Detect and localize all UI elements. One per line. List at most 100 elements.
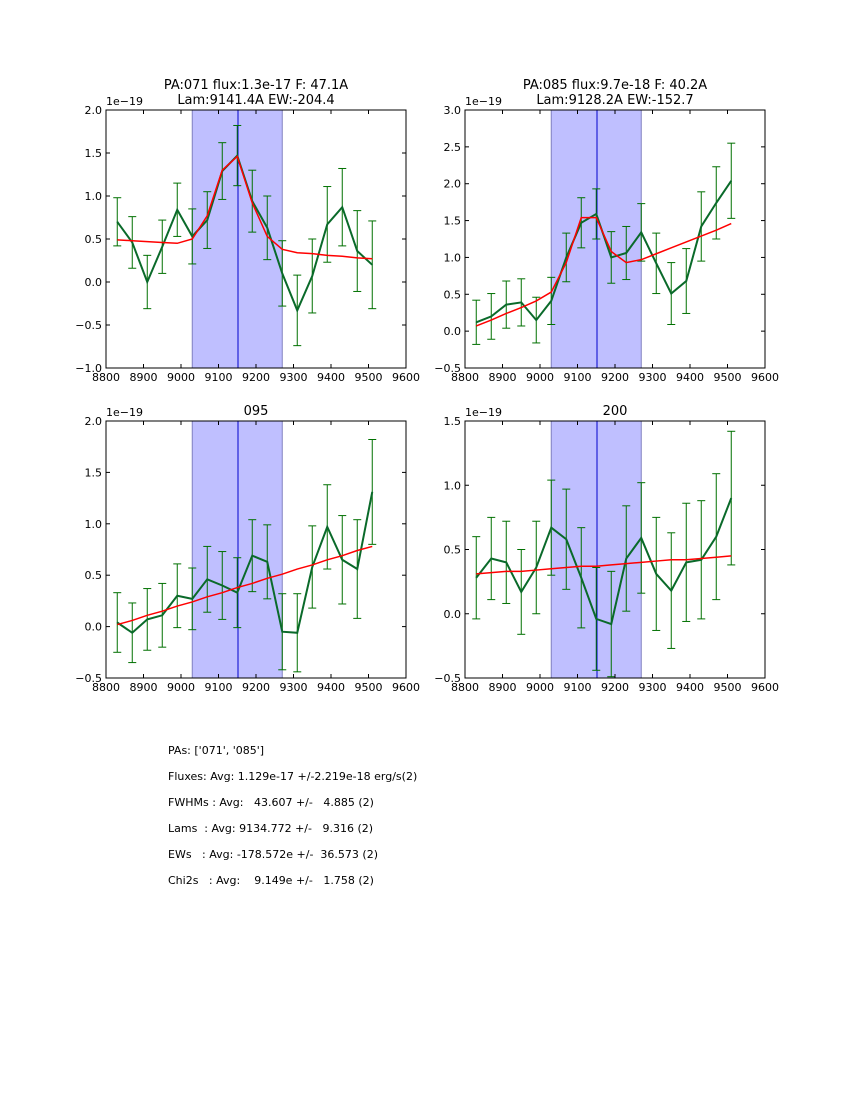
data-point bbox=[535, 566, 537, 568]
model-series-line bbox=[476, 555, 732, 575]
data-point bbox=[341, 559, 343, 561]
x-tick-label: 8900 bbox=[130, 681, 158, 694]
chart-panel-3: 8800 8900 9000 9100 9200 9300 9400 9500 9600 −0.5… bbox=[75, 404, 420, 694]
y-tick-label: −1.0 bbox=[75, 362, 102, 375]
y-tick-label: 0.0 bbox=[444, 325, 462, 338]
data-point bbox=[371, 264, 373, 266]
data-point bbox=[730, 180, 732, 182]
data-point bbox=[475, 577, 477, 579]
x-tick-label: 9000 bbox=[167, 371, 195, 384]
x-tick-label: 9400 bbox=[317, 371, 345, 384]
y-tick-label: 2.0 bbox=[85, 415, 103, 428]
data-point bbox=[610, 256, 612, 258]
y-tick-label: 1.0 bbox=[85, 518, 103, 531]
y-tick-label: −0.5 bbox=[75, 319, 102, 332]
y-tick-label: 0.5 bbox=[444, 288, 462, 301]
data-point bbox=[655, 262, 657, 264]
plot-area bbox=[472, 421, 736, 678]
x-tick-label: 9300 bbox=[639, 681, 667, 694]
x-tick-label: 9500 bbox=[355, 371, 383, 384]
figure: 8800 8900 9000 9100 9200 9300 9400 9500 9600 −1.0… bbox=[75, 78, 779, 694]
summary-lams: Lams : Avg: 9134.772 +/- 9.316 (2) bbox=[168, 822, 374, 835]
x-tick-label: 9200 bbox=[601, 371, 629, 384]
x-tick-label: 9100 bbox=[564, 681, 592, 694]
x-tick-label: 9600 bbox=[392, 681, 420, 694]
model-series-line bbox=[117, 545, 373, 626]
data-point bbox=[161, 246, 163, 248]
chart-panel-1: 8800 8900 9000 9100 9200 9300 9400 9500 9600 −1.0… bbox=[75, 78, 420, 384]
data-point bbox=[595, 618, 597, 620]
data-point bbox=[655, 573, 657, 575]
model-series-line bbox=[475, 216, 732, 327]
x-tick-label: 9600 bbox=[751, 371, 779, 384]
data-point bbox=[670, 590, 672, 592]
data-point bbox=[281, 272, 283, 274]
summary-pas: PAs: ['071', '085'] bbox=[168, 744, 265, 757]
y-tick-label: 1.0 bbox=[444, 251, 462, 264]
data-point bbox=[131, 632, 133, 634]
data-point bbox=[565, 256, 567, 258]
model-series-line bbox=[117, 155, 373, 260]
y-tick-label: −0.5 bbox=[434, 362, 461, 375]
data-point bbox=[131, 241, 133, 243]
data-point bbox=[251, 555, 253, 557]
y-tick-label: 2.0 bbox=[444, 178, 462, 191]
x-tick-label: 9300 bbox=[639, 371, 667, 384]
x-tick-label: 9500 bbox=[355, 681, 383, 694]
y-tick-label: 0.5 bbox=[444, 544, 462, 557]
data-point bbox=[700, 225, 702, 227]
plot-area bbox=[472, 110, 736, 368]
x-tick-label: 8800 bbox=[92, 371, 120, 384]
x-tick-label: 8800 bbox=[451, 371, 479, 384]
summary-ews: EWs : Avg: -178.572e +/- 36.573 (2) bbox=[168, 848, 378, 861]
y-tick-label: 1.0 bbox=[444, 479, 462, 492]
data-point bbox=[715, 202, 717, 204]
data-point bbox=[610, 623, 612, 625]
x-tick-label: 8900 bbox=[489, 681, 517, 694]
x-tick-label: 8800 bbox=[92, 681, 120, 694]
data-point bbox=[296, 309, 298, 311]
y-tick-label: −0.5 bbox=[75, 672, 102, 685]
data-point bbox=[490, 557, 492, 559]
y-tick-label: 0.0 bbox=[444, 608, 462, 621]
data-point bbox=[206, 578, 208, 580]
data-point bbox=[356, 568, 358, 570]
y-tick-label: 1.5 bbox=[85, 147, 103, 160]
data-point bbox=[715, 536, 717, 538]
data-point bbox=[520, 591, 522, 593]
data-point bbox=[206, 219, 208, 221]
data-point bbox=[505, 561, 507, 563]
data-point bbox=[670, 293, 672, 295]
data-point bbox=[475, 321, 477, 323]
data-point bbox=[146, 281, 148, 283]
data-point bbox=[191, 598, 193, 600]
data-point bbox=[266, 561, 268, 563]
data-point bbox=[176, 209, 178, 211]
data-point bbox=[580, 577, 582, 579]
data-point bbox=[565, 538, 567, 540]
y-offset-label: 1e−19 bbox=[106, 406, 143, 419]
data-point bbox=[550, 527, 552, 529]
plot-area bbox=[113, 421, 377, 678]
data-point bbox=[176, 595, 178, 597]
x-tick-label: 9100 bbox=[205, 371, 233, 384]
data-point bbox=[146, 618, 148, 620]
data-series-line bbox=[475, 497, 733, 626]
y-tick-label: 3.0 bbox=[444, 104, 462, 117]
data-point bbox=[490, 315, 492, 317]
x-tick-label: 9300 bbox=[280, 681, 308, 694]
x-tick-label: 8900 bbox=[489, 371, 517, 384]
y-offset-label: 1e−19 bbox=[106, 95, 143, 108]
data-point bbox=[625, 557, 627, 559]
data-point bbox=[191, 235, 193, 237]
data-point bbox=[161, 614, 163, 616]
y-tick-label: 1.0 bbox=[85, 190, 103, 203]
data-point bbox=[625, 252, 627, 254]
x-tick-label: 9000 bbox=[526, 371, 554, 384]
summary-chi2s: Chi2s : Avg: 9.149e +/- 1.758 (2) bbox=[168, 874, 374, 887]
data-point bbox=[550, 300, 552, 302]
summary-fluxes: Fluxes: Avg: 1.129e-17 +/-2.219e-18 erg/… bbox=[168, 770, 418, 783]
line-region-band bbox=[191, 421, 283, 678]
chart-panel-2: 8800 8900 9000 9100 9200 9300 9400 9500 9600 −0.5… bbox=[434, 78, 779, 384]
chart-panel-4: 8800 8900 9000 9100 9200 9300 9400 9500 9600 −0.5… bbox=[434, 404, 779, 694]
